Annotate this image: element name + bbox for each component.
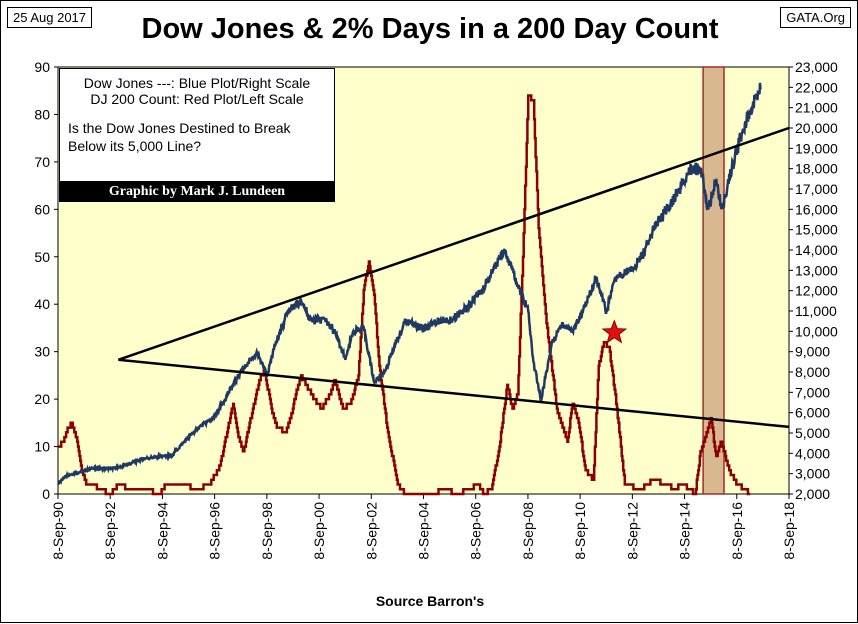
right-tick-label: 17,000 bbox=[795, 181, 838, 197]
right-tick-label: 5,000 bbox=[795, 425, 830, 441]
credit-banner: Graphic by Mark J. Lundeen bbox=[59, 181, 335, 202]
left-tick-label: 70 bbox=[34, 154, 50, 170]
left-tick-label: 20 bbox=[34, 391, 50, 407]
left-tick-label: 0 bbox=[42, 486, 50, 502]
x-tick-label: 8-Sep-06 bbox=[468, 502, 484, 560]
highlight-band bbox=[702, 66, 725, 495]
x-tick-label: 8-Sep-10 bbox=[572, 502, 588, 560]
left-tick-label: 30 bbox=[34, 344, 50, 360]
left-tick-label: 60 bbox=[34, 201, 50, 217]
legend-line-count: DJ 200 Count: Red Plot/Left Scale bbox=[90, 91, 304, 107]
x-tick-label: 8-Sep-02 bbox=[363, 502, 379, 560]
x-tick-label: 8-Sep-92 bbox=[102, 502, 118, 560]
right-tick-label: 8,000 bbox=[795, 364, 830, 380]
legend-line-dow: Dow Jones ---: Blue Plot/Right Scale bbox=[83, 75, 311, 91]
x-tick-label: 8-Sep-08 bbox=[520, 502, 536, 560]
legend-box: Dow Jones ---: Blue Plot/Right Scale DJ … bbox=[59, 68, 335, 182]
left-tick-label: 80 bbox=[34, 106, 50, 122]
x-tick-label: 8-Sep-12 bbox=[624, 502, 640, 560]
x-tick-label: 8-Sep-96 bbox=[207, 502, 223, 560]
star-marker bbox=[601, 319, 628, 344]
left-axis: 0 10 20 30 40 50 60 70 80 90 bbox=[34, 59, 58, 502]
left-tick-label: 10 bbox=[34, 439, 50, 455]
x-tick-label: 8-Sep-90 bbox=[50, 502, 66, 560]
right-tick-label: 4,000 bbox=[795, 445, 830, 461]
right-tick-label: 16,000 bbox=[795, 201, 838, 217]
legend-question-line1: Is the Dow Jones Destined to Break bbox=[68, 120, 291, 136]
right-tick-label: 7,000 bbox=[795, 384, 830, 400]
right-tick-label: 22,000 bbox=[795, 79, 838, 95]
x-tick-label: 8-Sep-14 bbox=[677, 502, 693, 560]
right-tick-label: 18,000 bbox=[795, 161, 838, 177]
x-tick-label: 8-Sep-94 bbox=[154, 502, 170, 560]
x-axis: 8-Sep-90 8-Sep-92 8-Sep-94 8-Sep-96 8-Sep-98… bbox=[50, 494, 797, 560]
right-axis: 2,000 3,000 4,000 5,000 6,000 7,000 8,000 9,000… bbox=[789, 59, 838, 502]
right-tick-label: 13,000 bbox=[795, 262, 838, 278]
x-tick-label: 8-Sep-98 bbox=[259, 502, 275, 560]
site-label: GATA.Org bbox=[780, 7, 851, 28]
lower-trendline bbox=[118, 358, 790, 429]
chart-title: Dow Jones & 2% Days in a 200 Day Count bbox=[141, 13, 719, 45]
upper-trendline bbox=[117, 126, 790, 361]
left-tick-label: 50 bbox=[34, 249, 50, 265]
x-tick-label: 8-Sep-00 bbox=[311, 502, 327, 560]
right-tick-label: 21,000 bbox=[795, 100, 838, 116]
series-line-dow-jones bbox=[57, 82, 762, 485]
x-tick-label: 8-Sep-04 bbox=[416, 502, 432, 560]
x-tick-label: 8-Sep-16 bbox=[729, 502, 745, 560]
right-tick-label: 3,000 bbox=[795, 466, 830, 482]
x-axis-label: Source Barron's bbox=[375, 593, 485, 609]
left-tick-label: 40 bbox=[34, 296, 50, 312]
right-tick-label: 20,000 bbox=[795, 120, 838, 136]
right-tick-label: 15,000 bbox=[795, 222, 838, 238]
right-tick-label: 12,000 bbox=[795, 283, 838, 299]
x-tick-label: 8-Sep-18 bbox=[781, 502, 797, 560]
right-tick-label: 23,000 bbox=[795, 59, 838, 75]
left-tick-label: 90 bbox=[34, 59, 50, 75]
right-tick-label: 6,000 bbox=[795, 405, 830, 421]
right-tick-label: 9,000 bbox=[795, 344, 830, 360]
series-line-dj-200-count bbox=[58, 94, 751, 496]
right-tick-label: 19,000 bbox=[795, 140, 838, 156]
right-tick-label: 11,000 bbox=[795, 303, 837, 319]
right-tick-label: 10,000 bbox=[795, 323, 838, 339]
legend-question-line2: Below its 5,000 Line? bbox=[68, 138, 202, 154]
date-label: 25 Aug 2017 bbox=[7, 7, 93, 28]
legend-question: Is the Dow Jones Destined to Break Below… bbox=[68, 119, 334, 155]
right-tick-label: 14,000 bbox=[795, 242, 838, 258]
right-tick-label: 2,000 bbox=[795, 486, 830, 502]
